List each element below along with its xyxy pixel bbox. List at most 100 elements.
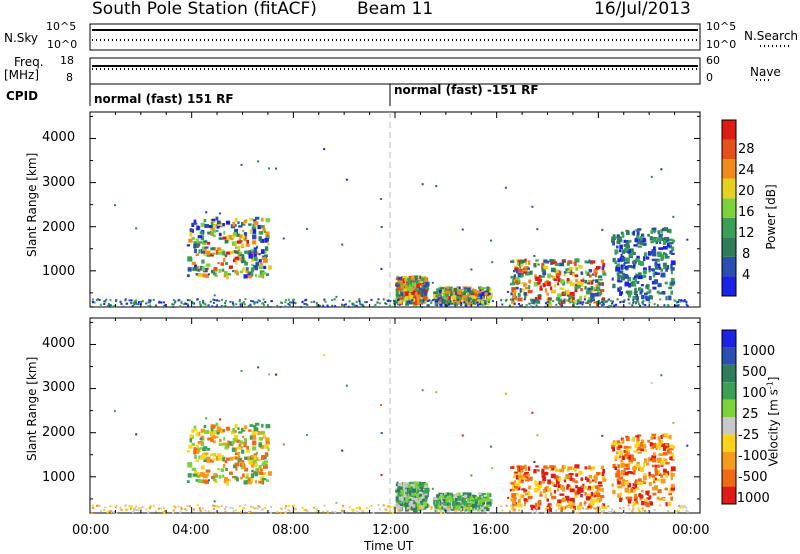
velocity-cell [359, 507, 362, 510]
velocity-cell [632, 505, 635, 508]
velocity-cell [401, 489, 407, 492]
power-cell [645, 256, 650, 260]
velocity-cell [618, 476, 624, 480]
velocity-cell [534, 502, 538, 508]
velocity-cell [137, 509, 140, 512]
velocity-cell [253, 424, 257, 429]
power-cell [241, 260, 247, 263]
velocity-cell [460, 497, 465, 501]
vel-cbar-tick-25: 25 [742, 407, 759, 422]
power-cell [355, 300, 358, 303]
freq-unit: [MHz] [4, 68, 40, 82]
velocity-cell [555, 503, 561, 507]
velocity-cell [657, 436, 661, 441]
power-cell [171, 303, 174, 306]
power-cell [234, 217, 238, 222]
power-cell [559, 262, 565, 267]
velocity-cell [279, 511, 282, 514]
power-cell [640, 288, 644, 293]
power-cell [240, 260, 244, 264]
power-cell [637, 275, 643, 280]
power-cell [203, 248, 207, 252]
velocity-cell [259, 468, 263, 472]
velocity-cell [174, 506, 177, 509]
velocity-cell [662, 468, 667, 473]
power-cell [513, 291, 516, 297]
velocity-cell [179, 511, 182, 514]
velocity-cell [513, 508, 516, 511]
power-ytick-3000: 3000 [42, 175, 76, 190]
power-cell [252, 223, 255, 227]
nsky-panel [89, 23, 701, 51]
velocity-cell [668, 448, 674, 451]
velocity-cell [200, 428, 206, 433]
velocity-cell [644, 510, 647, 513]
power-cell [486, 301, 490, 306]
velocity-cell [544, 487, 549, 492]
velocity-cell [670, 483, 675, 488]
power-cell [180, 300, 183, 303]
power-cell [215, 216, 219, 221]
velocity-cell [96, 504, 99, 507]
power-cell [635, 229, 640, 232]
velocity-cell [510, 498, 515, 502]
power-cell [554, 261, 558, 265]
power-cell [617, 236, 622, 241]
power-cell [649, 236, 653, 241]
velocity-cell [409, 494, 414, 498]
power-cell [504, 186, 507, 189]
power-cell [415, 287, 420, 292]
power-cell [189, 231, 193, 237]
power-cell [601, 301, 604, 304]
velocity-cell [155, 510, 158, 513]
velocity-cell [241, 441, 245, 445]
velocity-cell [448, 492, 453, 496]
power-cell [622, 266, 626, 270]
power-cell [544, 288, 548, 293]
xtick-0: 00:00 [72, 523, 110, 538]
velocity-cell [421, 483, 425, 488]
power-cell [662, 262, 667, 267]
velocity-cell [536, 504, 539, 507]
velocity-cell [519, 471, 522, 475]
velocity-cell [202, 452, 205, 457]
velocity-cell [565, 475, 571, 479]
power-cell [663, 227, 669, 231]
power-cell [515, 298, 518, 301]
power-cell [576, 299, 581, 304]
power-cell [199, 303, 202, 306]
velocity-cell [614, 442, 618, 445]
velocity-cell [523, 504, 526, 507]
velocity-cell [331, 510, 334, 513]
power-cell [529, 270, 533, 275]
velocity-cell [253, 453, 258, 456]
velocity-cell [591, 479, 595, 482]
velocity-cell [264, 452, 269, 457]
power-cell [542, 270, 547, 276]
power-cell [519, 265, 522, 269]
power-cell [406, 301, 409, 304]
power-cell [534, 296, 538, 302]
velocity-cell [191, 428, 195, 433]
velocity-cell [637, 451, 643, 454]
velocity-cell [211, 458, 216, 461]
power-cell [290, 301, 293, 304]
power-cell [461, 228, 464, 231]
power-cell [267, 265, 272, 270]
velocity-cell [235, 509, 238, 512]
velocity-cell [220, 455, 224, 458]
velocity-cell [560, 485, 565, 490]
velocity-cell [669, 434, 672, 440]
power-cell [595, 286, 601, 292]
velocity-cell [484, 496, 489, 500]
power-cell [624, 275, 629, 279]
power-cell [180, 302, 183, 305]
power-cell [396, 294, 401, 297]
xlabel: Time UT [364, 539, 414, 553]
power-cell [510, 292, 515, 296]
power-cell [611, 277, 614, 281]
power-cell [198, 249, 201, 254]
velocity-cell [185, 508, 188, 511]
power-cell [520, 263, 524, 267]
velocity-cell [224, 508, 227, 511]
